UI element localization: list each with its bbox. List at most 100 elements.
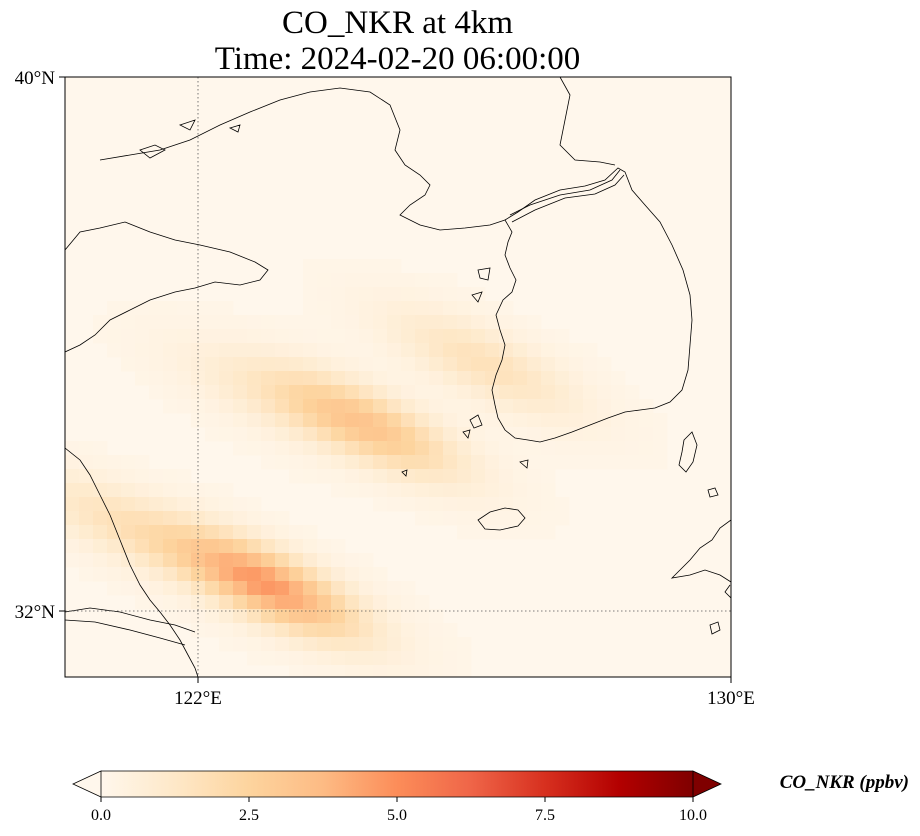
heatmap-cell: [569, 371, 584, 386]
heatmap-cell: [471, 455, 486, 470]
heatmap-cell: [541, 371, 556, 386]
heatmap-cell: [247, 413, 262, 428]
heatmap-cell: [163, 497, 178, 512]
heatmap-cell: [429, 301, 444, 316]
heatmap-cell: [289, 665, 304, 677]
heatmap-cell: [247, 525, 262, 540]
heatmap-cell: [401, 273, 416, 288]
heatmap-cell: [401, 343, 416, 358]
heatmap-cell: [205, 623, 220, 638]
heatmap-cell: [317, 273, 332, 288]
heatmap-cell: [317, 651, 332, 666]
heatmap-cell: [219, 511, 234, 526]
heatmap-cell: [499, 385, 514, 400]
heatmap-cell: [107, 553, 122, 568]
heatmap-cell: [121, 301, 136, 316]
heatmap-cell: [541, 441, 556, 456]
heatmap-cell: [275, 595, 290, 610]
heatmap-cell: [149, 385, 164, 400]
heatmap-cell: [205, 427, 220, 442]
heatmap-cell: [373, 455, 388, 470]
heatmap-cell: [163, 315, 178, 330]
heatmap-cell: [457, 315, 472, 330]
heatmap-cell: [443, 399, 458, 414]
heatmap-cell: [247, 371, 262, 386]
heatmap-cell: [345, 609, 360, 624]
heatmap-cell: [107, 455, 122, 470]
heatmap-cell: [107, 329, 122, 344]
heatmap-cell: [205, 357, 220, 372]
heatmap-cell: [485, 497, 500, 512]
heatmap-cell: [331, 539, 346, 554]
lat-axis: 40°N 32°N: [15, 68, 65, 623]
heatmap-cell: [499, 315, 514, 330]
heatmap-cell: [149, 483, 164, 498]
heatmap-cell: [331, 287, 346, 302]
heatmap-cell: [443, 301, 458, 316]
heatmap-cell: [93, 469, 108, 484]
heatmap-cell: [429, 651, 444, 666]
heatmap-cell: [275, 539, 290, 554]
heatmap-cell: [149, 329, 164, 344]
heatmap-cell: [457, 497, 472, 512]
heatmap-cell: [443, 427, 458, 442]
heatmap-cell: [331, 581, 346, 596]
heatmap-cell: [541, 399, 556, 414]
heatmap-cell: [387, 623, 402, 638]
heatmap-cell: [471, 301, 486, 316]
heatmap-cell: [317, 329, 332, 344]
heatmap-cell: [247, 511, 262, 526]
heatmap-cell: [485, 329, 500, 344]
heatmap-cell: [135, 539, 150, 554]
heatmap-cell: [177, 399, 192, 414]
heatmap-cell: [653, 455, 668, 470]
heatmap-cell: [93, 525, 108, 540]
heatmap-cell: [219, 385, 234, 400]
heatmap-cell: [303, 539, 318, 554]
heatmap-cell: [345, 371, 360, 386]
heatmap-cell: [359, 315, 374, 330]
heatmap-cell: [471, 371, 486, 386]
heatmap-cell: [457, 399, 472, 414]
heatmap-cell: [373, 357, 388, 372]
heatmap-cell: [611, 413, 626, 428]
heatmap-cell: [429, 469, 444, 484]
heatmap-cell: [149, 525, 164, 540]
heatmap-cell: [527, 343, 542, 358]
heatmap-cell: [205, 525, 220, 540]
heatmap-cell: [513, 329, 528, 344]
heatmap-cell: [317, 455, 332, 470]
heatmap-cell: [177, 329, 192, 344]
heatmap-cell: [387, 427, 402, 442]
heatmap-cell: [93, 455, 108, 470]
heatmap-cell: [541, 357, 556, 372]
heatmap-cell: [359, 441, 374, 456]
heatmap-cell: [345, 567, 360, 582]
heatmap-cell: [471, 511, 486, 526]
heatmap-cell: [485, 469, 500, 484]
heatmap-cell: [373, 581, 388, 596]
heatmap-cell: [149, 315, 164, 330]
heatmap-cell: [499, 357, 514, 372]
heatmap-cell: [121, 469, 136, 484]
heatmap-cell: [471, 525, 486, 540]
colorbar-bar: [101, 771, 693, 797]
heatmap-cell: [233, 413, 248, 428]
heatmap-cell: [555, 497, 570, 512]
heatmap-cell: [121, 329, 136, 344]
heatmap-cell: [443, 637, 458, 652]
heatmap-cell: [457, 469, 472, 484]
heatmap-cell: [331, 413, 346, 428]
heatmap-cell: [303, 455, 318, 470]
heatmap-cell: [275, 567, 290, 582]
heatmap-cell: [275, 385, 290, 400]
small-island: [707, 487, 719, 498]
heatmap-cell: [443, 469, 458, 484]
heatmap-cell: [93, 511, 108, 526]
heatmap-cell: [457, 301, 472, 316]
heatmap-cell: [359, 259, 374, 274]
heatmap-cell: [233, 539, 248, 554]
heatmap-cell: [121, 455, 136, 470]
heatmap-cell: [415, 315, 430, 330]
heatmap-cell: [177, 385, 192, 400]
